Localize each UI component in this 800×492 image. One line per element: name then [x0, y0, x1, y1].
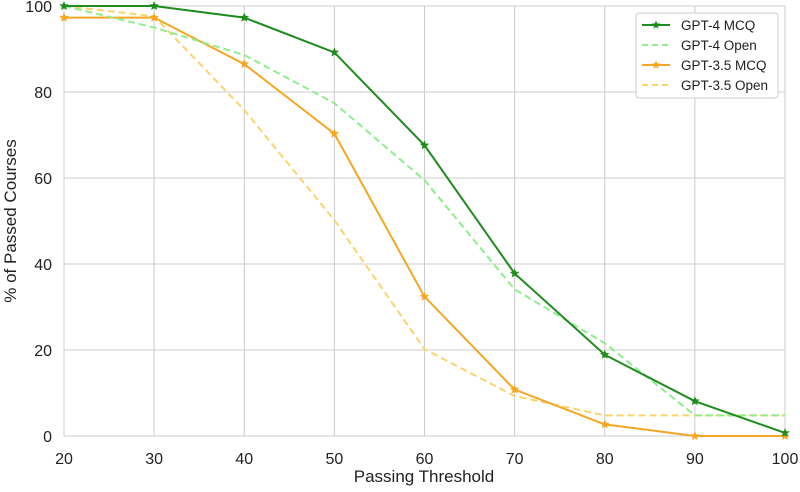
data-point-marker [59, 12, 69, 22]
data-point-marker [690, 396, 700, 406]
data-point-marker [329, 47, 340, 57]
x-tick-label: 60 [416, 451, 434, 468]
x-tick-label: 70 [506, 451, 524, 468]
legend-star-icon [651, 20, 661, 29]
data-point-marker [600, 349, 610, 359]
series-line-gpt-4-open [63, 5, 785, 417]
y-tick-label: 60 [34, 171, 52, 188]
data-point-marker [690, 431, 700, 440]
y-tick-label: 20 [34, 343, 52, 360]
series-line-gpt-3-5-open [63, 5, 785, 417]
data-point-marker [239, 59, 249, 69]
y-tick-label: 100 [25, 0, 52, 16]
x-tick-label: 90 [686, 451, 704, 468]
data-point-marker [329, 128, 340, 138]
legend-box [635, 12, 779, 99]
x-tick-label: 20 [55, 451, 73, 468]
y-tick-label: 80 [34, 85, 52, 102]
legend-label: GPT-3.5 Open [681, 78, 768, 93]
data-point-marker [780, 428, 790, 437]
x-tick-label: 80 [596, 451, 614, 468]
x-tick-label: 30 [145, 451, 163, 468]
data-point-marker [600, 419, 610, 429]
data-point-marker [780, 431, 790, 440]
data-point-marker [419, 140, 430, 150]
data-point-marker [59, 1, 69, 10]
y-tick-label: 40 [34, 257, 52, 274]
x-axis-label: Passing Threshold [354, 467, 495, 486]
y-axis-label: % of Passed Courses [1, 139, 20, 302]
legend-label: GPT-4 Open [681, 38, 757, 53]
legend-label: GPT-4 MCQ [681, 18, 755, 33]
legend-label: GPT-3.5 MCQ [681, 58, 767, 73]
data-point-marker [509, 268, 520, 278]
data-point-marker [509, 384, 520, 394]
x-tick-label: 50 [325, 451, 343, 468]
data-point-marker [149, 12, 159, 22]
y-tick-label: 0 [43, 429, 52, 446]
data-point-marker [239, 12, 249, 22]
x-tick-label: 40 [235, 451, 253, 468]
data-point-marker [149, 1, 159, 10]
x-tick-label: 100 [772, 451, 799, 468]
data-point-marker [419, 291, 430, 301]
legend-star-icon [651, 60, 661, 69]
